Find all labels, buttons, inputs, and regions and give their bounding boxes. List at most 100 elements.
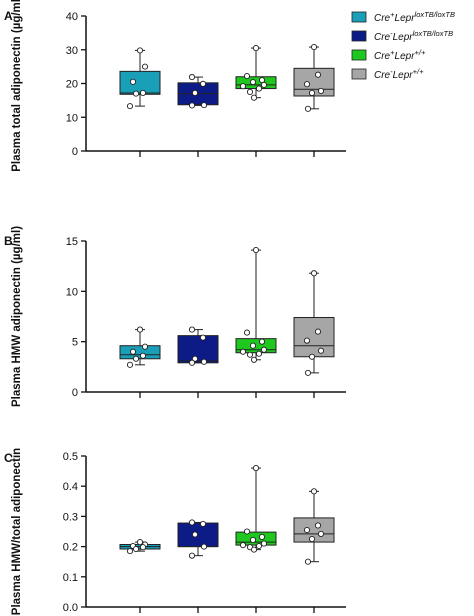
data-point — [191, 355, 199, 362]
box — [119, 70, 161, 95]
y-tick-label: 15 — [66, 236, 78, 248]
data-point — [310, 270, 318, 277]
legend-base-sup: - — [390, 67, 393, 76]
box-group-1 — [119, 47, 161, 110]
data-point — [129, 348, 137, 355]
legend-label: Cre-Lepr+/+ — [374, 67, 424, 81]
legend-base-sup: + — [390, 48, 395, 57]
box-group-3 — [235, 465, 277, 553]
box-group-3 — [235, 45, 277, 101]
box-group-4 — [293, 488, 335, 565]
box — [293, 317, 335, 358]
data-point — [310, 44, 318, 51]
data-point — [310, 488, 318, 495]
data-point — [132, 545, 140, 553]
legend-swatch — [351, 68, 367, 80]
data-point — [304, 558, 312, 565]
y-tick-label: 0.0 — [63, 602, 78, 614]
data-point — [260, 346, 268, 353]
data-point — [317, 347, 325, 354]
legend-gene-sup: +/+ — [415, 48, 426, 57]
data-point — [132, 90, 140, 97]
y-tick-label: 10 — [66, 112, 78, 124]
legend-base: Cre — [374, 32, 391, 43]
data-point — [308, 536, 316, 543]
legend-base: Cre — [374, 70, 391, 81]
data-point — [239, 542, 247, 549]
data-point — [317, 530, 325, 537]
y-tick-label: 5 — [72, 337, 78, 349]
data-point — [304, 369, 312, 376]
legend-base: Cre — [374, 13, 391, 24]
box-group-2 — [177, 519, 219, 559]
data-point — [239, 348, 247, 355]
data-point — [136, 47, 144, 54]
data-point — [255, 542, 263, 550]
y-axis-title: Plasma HMW/total adiponectin — [11, 448, 23, 615]
panel-letter: B — [4, 234, 13, 248]
data-point — [191, 531, 199, 538]
data-point — [246, 351, 254, 358]
legend-base-sup: - — [390, 29, 393, 38]
data-point — [200, 543, 208, 550]
data-point — [249, 79, 257, 86]
box-group-1 — [119, 326, 161, 368]
legend-label: Cre+Lepr+/+ — [374, 48, 426, 62]
data-point — [243, 329, 251, 336]
legend-label: Cre+LeprloxTB/loxTB — [374, 10, 455, 24]
box-group-4 — [293, 44, 335, 112]
data-point — [136, 539, 144, 546]
panel-letter: C — [4, 451, 13, 465]
legend-swatch — [351, 30, 367, 42]
data-point — [126, 103, 134, 110]
y-tick-label: 10 — [66, 286, 78, 298]
data-point — [252, 247, 260, 254]
y-axis-title: Plasma HMW adiponectin (µg/ml) — [11, 226, 23, 407]
data-point — [258, 533, 266, 540]
data-point — [188, 102, 196, 109]
y-axis-title: Plasma total adiponectin (µg/ml) — [11, 0, 23, 172]
y-tick-label: 40 — [66, 11, 78, 23]
data-point — [260, 81, 268, 88]
data-point — [188, 359, 196, 366]
y-tick-label: 0.2 — [63, 542, 78, 554]
data-point — [243, 73, 251, 80]
legend-swatch — [351, 49, 367, 61]
legend-gene: Lepr — [393, 70, 414, 81]
legend-gene-sup: loxTB/loxTB — [413, 29, 453, 38]
legend-gene: Lepr — [393, 32, 414, 43]
box-group-1 — [119, 539, 161, 555]
data-point — [314, 522, 322, 529]
data-point — [126, 361, 134, 368]
data-point — [308, 353, 316, 360]
box-group-3 — [235, 247, 277, 363]
y-tick-label: 0 — [72, 146, 78, 158]
data-point — [136, 326, 144, 333]
legend-base-sup: + — [390, 10, 395, 19]
data-point — [303, 81, 311, 88]
data-point — [188, 519, 196, 526]
data-point — [132, 355, 140, 362]
data-point — [260, 540, 268, 547]
data-point — [308, 89, 316, 96]
data-point — [258, 338, 266, 345]
data-point — [141, 343, 149, 350]
data-point — [255, 85, 263, 92]
data-point — [141, 63, 149, 70]
data-point — [252, 45, 260, 52]
data-point — [243, 528, 251, 535]
box — [119, 345, 161, 360]
legend-gene: Lepr — [395, 51, 416, 62]
data-point — [250, 356, 258, 363]
data-point — [249, 536, 257, 544]
data-point — [191, 89, 199, 96]
y-tick-label: 0.5 — [63, 451, 78, 463]
data-point — [188, 552, 196, 559]
data-point — [199, 334, 207, 341]
y-tick-label: 20 — [66, 79, 78, 91]
legend-gene: Lepr — [395, 13, 416, 24]
